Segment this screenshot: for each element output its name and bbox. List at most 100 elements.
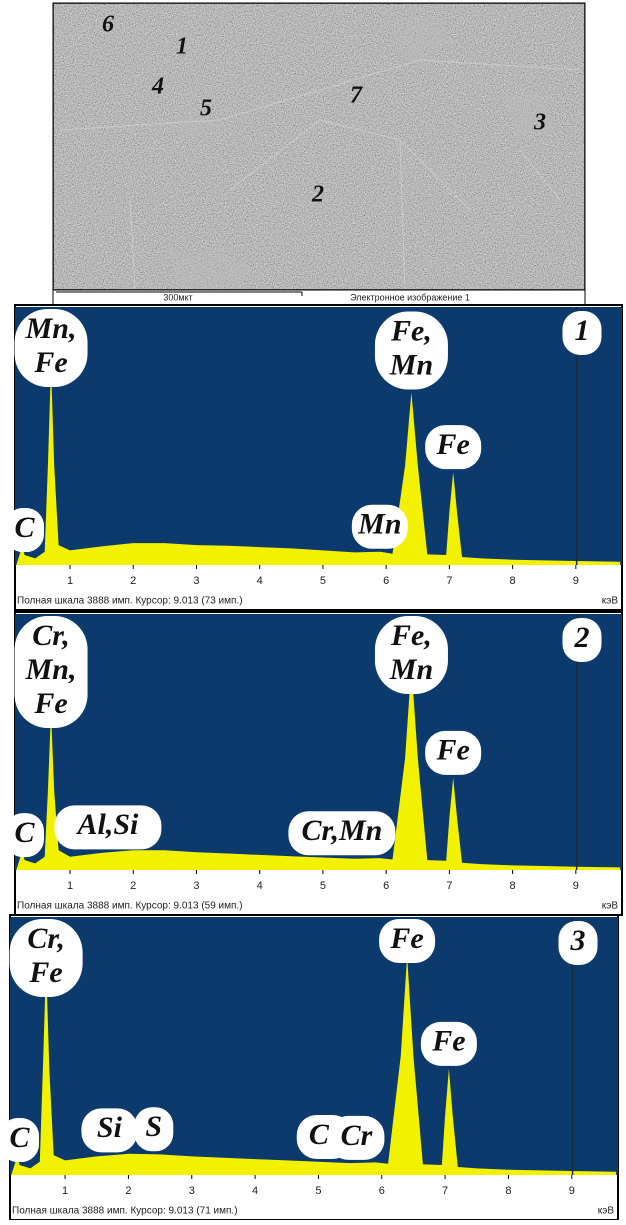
peak-annotation: C	[4, 813, 44, 858]
label-bubble	[374, 616, 448, 694]
sem-label: 6	[102, 12, 114, 38]
label-text: Si	[97, 1111, 123, 1144]
x-tick-label: 5	[315, 1185, 321, 1197]
peak-annotation: Fe	[379, 919, 436, 963]
label-bubble	[134, 1107, 174, 1152]
x-tick-label: 3	[189, 1185, 195, 1197]
scale-label: 300мкт	[163, 292, 192, 302]
label-bubble	[379, 919, 436, 963]
label-text: Fe,	[390, 314, 432, 347]
label-text: C	[14, 511, 35, 544]
x-tick-label: 1	[67, 575, 73, 587]
label-text: Fe	[436, 734, 470, 767]
label-text: Mn	[357, 508, 401, 541]
panel-label: 2	[562, 618, 602, 662]
x-tick-label: 6	[383, 880, 389, 892]
x-tick-label: 4	[257, 575, 263, 587]
label-text: Mn,	[25, 312, 77, 345]
x-tick-label: 5	[320, 880, 326, 892]
panel-label: 1	[562, 311, 602, 355]
label-text: 1	[575, 314, 590, 347]
label-bubble	[420, 1021, 477, 1066]
x-tick-label: 4	[257, 880, 263, 892]
label-text: Fe	[28, 956, 62, 989]
peak-annotation: Mn	[351, 504, 408, 549]
plot-background	[15, 307, 622, 565]
x-tick-label: 8	[505, 1185, 511, 1197]
label-bubble	[81, 1108, 138, 1153]
label-text: Fe	[431, 1025, 465, 1058]
label-bubble	[54, 805, 162, 850]
label-bubble	[4, 508, 44, 553]
label-bubble	[0, 1118, 39, 1163]
footer: Полная шкала 3888 имп. Курсор: 9.013 (71…	[12, 1206, 238, 1217]
sem-image: 6 1 4 5 7 3 2 300мкт Электронное изображ…	[52, 2, 586, 306]
label-text: C	[14, 816, 35, 849]
label-text: 3	[570, 924, 586, 957]
label-bubble	[351, 504, 408, 549]
peak-annotation: Fe	[420, 1021, 477, 1066]
x-tick-label: 5	[320, 575, 326, 587]
label-bubble	[14, 309, 88, 387]
peak-annotation: Cr,Fe	[9, 919, 83, 997]
label-text: Fe	[389, 922, 423, 955]
x-tick-label: 8	[510, 575, 516, 587]
peak-annotation: Fe,Mn	[374, 311, 448, 390]
peak-annotation: Cr,Mn	[288, 811, 396, 856]
label-text: Cr	[341, 1119, 373, 1152]
x-axis-label: кэВ	[602, 901, 619, 912]
label-text: Al,Si	[76, 808, 140, 841]
label-text: Fe	[33, 687, 67, 720]
peak-annotation: Fe,Mn	[374, 616, 448, 694]
x-tick-label: 1	[67, 880, 73, 892]
spectrum-panel: 1 2 3 4 5 6 7 8 9 кэВ Полная шкала 3888 имп. Курсо…	[0, 914, 619, 1221]
panel-label: 3	[558, 921, 598, 965]
label-bubble	[425, 425, 482, 470]
x-tick-label: 6	[383, 575, 389, 587]
x-tick-label: 3	[193, 575, 199, 587]
x-tick-label: 9	[569, 1185, 575, 1197]
label-bubble	[288, 811, 396, 856]
label-bubble	[562, 618, 602, 662]
x-tick-label: 2	[125, 1185, 131, 1197]
peak-annotation: Fe	[425, 425, 482, 470]
x-tick-label: 7	[446, 880, 452, 892]
label-text: Cr,	[32, 619, 70, 652]
label-text: Fe	[436, 428, 470, 461]
x-tick-label: 7	[446, 575, 452, 587]
label-bubble	[425, 730, 482, 775]
sem-boundaries	[59, 59, 581, 290]
x-axis-label: кэВ	[598, 1206, 615, 1217]
peak-annotation: C	[4, 508, 44, 553]
label-bubble	[14, 616, 88, 728]
sem-label: 1	[176, 34, 188, 60]
label-bubble	[374, 311, 448, 390]
peak-annotation: C	[0, 1118, 39, 1163]
label-bubble	[562, 311, 602, 355]
x-tick-label: 7	[442, 1185, 448, 1197]
label-text: Cr,	[27, 922, 65, 955]
label-bubble	[558, 921, 598, 965]
peak-annotation: Cr	[328, 1115, 385, 1160]
x-tick-label: 2	[130, 880, 136, 892]
label-text: 2	[574, 621, 590, 654]
x-tick-label: 9	[573, 880, 579, 892]
sem-label: 7	[350, 83, 363, 109]
sem-texture	[54, 4, 584, 289]
x-tick-label: 6	[379, 1185, 385, 1197]
sem-label: 2	[311, 182, 324, 208]
footer: Полная шкала 3888 имп. Курсор: 9.013 (59…	[17, 901, 243, 912]
label-bubble	[4, 813, 44, 858]
spectrum-panel: 1 2 3 4 5 6 7 8 9 кэВ Полная шкала 3888 имп. Курсо…	[4, 304, 623, 611]
sem-label: 5	[200, 96, 212, 122]
sem-label: 3	[533, 110, 546, 136]
label-text: Fe,	[390, 619, 432, 652]
peak-annotation: Al,Si	[54, 805, 162, 850]
label-text: Mn,	[25, 653, 77, 686]
x-tick-label: 4	[252, 1185, 258, 1197]
label-text: C	[9, 1121, 30, 1154]
sem-caption: Электронное изображение 1	[350, 292, 470, 302]
label-text: S	[145, 1110, 162, 1143]
